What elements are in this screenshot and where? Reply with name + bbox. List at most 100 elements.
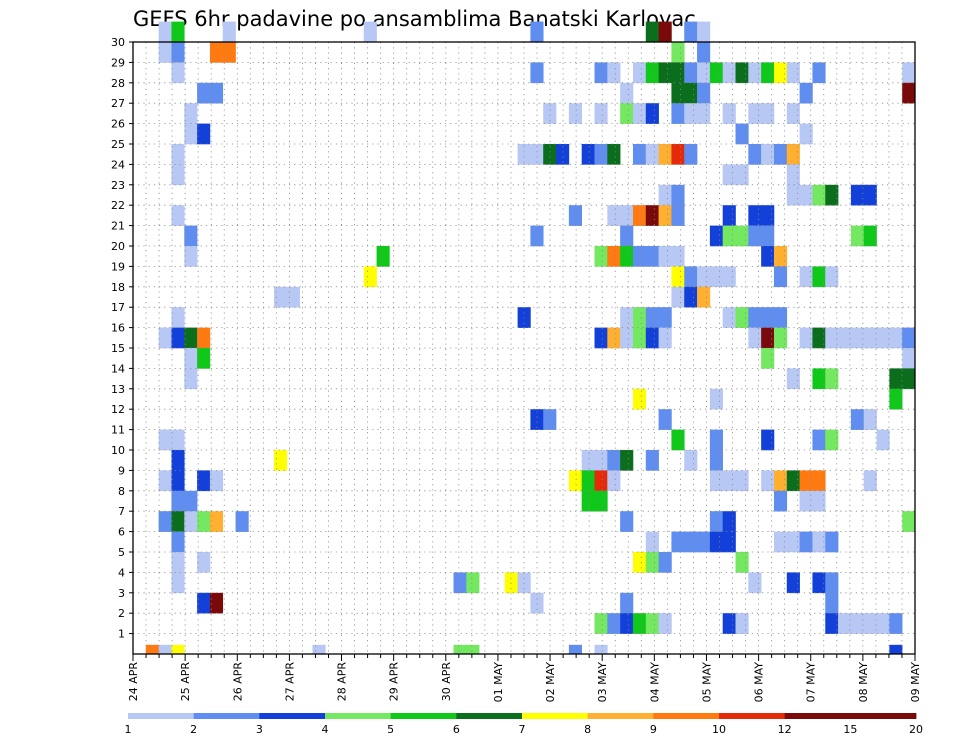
y-tick-label: 8 — [118, 485, 125, 498]
y-tick-label: 28 — [111, 77, 125, 90]
heatmap-cell — [645, 21, 659, 43]
heatmap-cell — [735, 62, 749, 84]
heatmap-cell — [863, 327, 877, 349]
heatmap-cell — [902, 82, 916, 104]
heatmap-cell — [632, 327, 647, 349]
x-tick-label: 04 MAY — [648, 662, 661, 703]
heatmap-cell — [607, 144, 621, 165]
heatmap-cell — [671, 144, 685, 165]
heatmap-cell — [761, 470, 775, 492]
legend-label: 2 — [190, 723, 197, 736]
legend-swatch — [456, 713, 523, 719]
heatmap-cell — [209, 470, 224, 492]
heatmap-cell — [363, 21, 377, 43]
legend-swatch — [719, 713, 786, 719]
heatmap-cell — [863, 409, 877, 430]
heatmap-cell — [697, 286, 711, 308]
heatmap-cell — [722, 205, 736, 226]
heatmap-cell — [620, 450, 634, 471]
heatmap-cell — [889, 613, 903, 634]
heatmap-cell — [825, 368, 839, 390]
heatmap-cell — [568, 103, 582, 124]
legend-label: 9 — [650, 723, 657, 736]
heatmap-cell — [697, 42, 711, 63]
heatmap-cell — [722, 531, 736, 553]
heatmap-cell — [825, 592, 839, 614]
heatmap-cell — [158, 429, 172, 451]
x-tick-label: 27 APR — [283, 662, 296, 702]
heatmap-cell — [632, 307, 647, 328]
heatmap-cell — [517, 144, 531, 165]
heatmap-cell — [773, 266, 788, 288]
legend-swatch — [653, 713, 720, 719]
heatmap-cell — [171, 144, 185, 165]
heatmap-cell — [594, 327, 608, 349]
heatmap-cell — [812, 531, 826, 553]
heatmap-cell — [671, 429, 685, 451]
heatmap-cell — [645, 62, 659, 84]
heatmap-cell — [761, 144, 775, 165]
heatmap-cell — [504, 572, 518, 594]
heatmap-cell — [632, 552, 647, 573]
heatmap-cell — [902, 511, 916, 532]
heatmap-cell — [850, 409, 865, 430]
heatmap-cell — [786, 62, 800, 84]
heatmap-cell — [735, 552, 749, 573]
heatmap-cell — [684, 103, 698, 124]
heatmap-cell — [812, 490, 826, 512]
x-tick-label: 09 MAY — [909, 662, 922, 703]
heatmap-cell — [799, 470, 813, 492]
heatmap-cell — [786, 103, 800, 124]
chart-title: GEFS 6hr padavine po ansamblima Banatski… — [133, 7, 696, 31]
heatmap-cell — [556, 144, 570, 165]
heatmap-cell — [184, 103, 198, 124]
heatmap-cell — [184, 246, 198, 267]
heatmap-cell — [581, 144, 595, 165]
heatmap-cell — [850, 225, 865, 247]
heatmap-cell — [748, 62, 762, 84]
heatmap-cell — [466, 572, 480, 594]
x-tick-label: 30 APR — [440, 662, 453, 702]
heatmap-cell — [709, 388, 724, 410]
heatmap-cell — [312, 644, 326, 655]
heatmap-cell — [722, 470, 736, 492]
heatmap-cell — [825, 531, 839, 553]
heatmap-cell — [799, 82, 813, 104]
heatmap-cell — [607, 327, 621, 349]
heatmap-cell — [158, 470, 172, 492]
heatmap-cell — [581, 450, 595, 471]
heatmap-cell — [748, 327, 762, 349]
heatmap-cell — [761, 429, 775, 451]
heatmap-cell — [709, 266, 724, 288]
heatmap-cell — [658, 144, 672, 165]
heatmap-cell — [850, 613, 865, 634]
heatmap-cell — [709, 511, 724, 532]
heatmap-cell — [632, 613, 647, 634]
heatmap-cell — [222, 42, 236, 63]
heatmap-cell — [709, 470, 724, 492]
heatmap-cell — [773, 62, 788, 84]
heatmap-cell — [171, 552, 185, 573]
legend-swatch — [587, 713, 654, 719]
heatmap-cell — [697, 103, 711, 124]
y-tick-label: 17 — [111, 301, 125, 314]
heatmap-cell — [530, 144, 544, 165]
heatmap-cell — [658, 62, 672, 84]
heatmap-cell — [889, 644, 903, 655]
heatmap-cell — [453, 644, 467, 655]
heatmap-cell — [773, 327, 788, 349]
heatmap-cell — [671, 266, 685, 288]
heatmap-cell — [620, 205, 634, 226]
heatmap-cell — [863, 184, 877, 206]
heatmap-cells — [145, 21, 916, 655]
heatmap-cell — [197, 470, 211, 492]
heatmap-cell — [709, 62, 724, 84]
heatmap-cell — [184, 327, 198, 349]
heatmap-cell — [184, 490, 198, 512]
x-tick-label: 02 MAY — [544, 662, 557, 703]
heatmap-cell — [645, 246, 659, 267]
heatmap-cell — [171, 572, 185, 594]
heatmap-cell — [632, 144, 647, 165]
heatmap-cell — [799, 327, 813, 349]
heatmap-cell — [620, 307, 634, 328]
